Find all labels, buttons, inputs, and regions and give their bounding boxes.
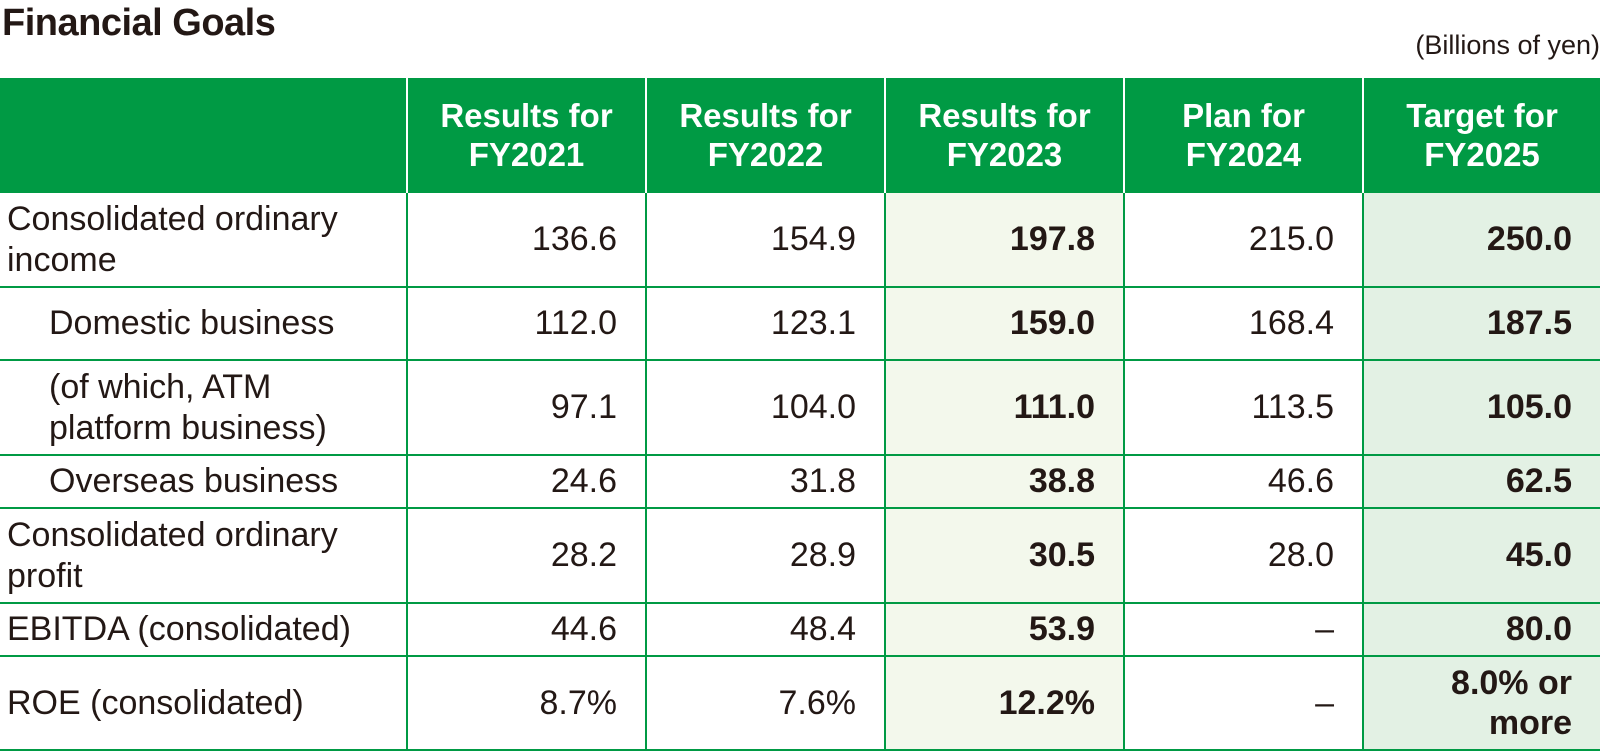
column-header-line2: FY2025: [1424, 135, 1540, 173]
unit-note: (Billions of yen): [1415, 30, 1600, 60]
table-row-overseas-business: Overseas business 24.6 31.8 38.8 46.6 62…: [0, 454, 1600, 509]
row-label: Overseas business: [0, 454, 407, 509]
column-header-fy2025: Target for FY2025: [1362, 78, 1600, 192]
header-row: Results for FY2021 Results for FY2022 Re…: [0, 78, 1600, 192]
table-row-domestic-business: Domestic business 112.0 123.1 159.0 168.…: [0, 286, 1600, 361]
column-header-line2: FY2022: [707, 135, 824, 173]
value-cell-fy2021: 24.6: [406, 454, 646, 509]
value-cell-fy2024: –: [1123, 655, 1363, 751]
value-cell-fy2024: 28.0: [1123, 507, 1363, 604]
table-row-consolidated-ordinary-profit: Consolidated ordinary profit 28.2 28.9 3…: [0, 507, 1600, 604]
value-cell-fy2023: 12.2%: [884, 655, 1124, 751]
row-label: Domestic business: [0, 286, 407, 361]
value-cell-fy2023: 38.8: [884, 454, 1124, 509]
value-cell-fy2025: 80.0: [1362, 602, 1600, 657]
value-cell-fy2025: 45.0: [1362, 507, 1600, 604]
row-label: ROE (consolidated): [0, 655, 407, 751]
target-line2: more: [1488, 704, 1572, 742]
value-cell-fy2025: 8.0% or more: [1362, 655, 1600, 751]
target-line1: 8.0% or: [1451, 664, 1572, 702]
row-label: (of which, ATM platform business): [0, 359, 407, 456]
value-cell-fy2024: –: [1123, 602, 1363, 657]
column-header-line1: Results for: [918, 96, 1091, 134]
table-row-consolidated-ordinary-income: Consolidated ordinary income 136.6 154.9…: [0, 191, 1600, 288]
value-cell-fy2024: 46.6: [1123, 454, 1363, 509]
value-cell-fy2022: 104.0: [645, 359, 885, 456]
value-cell-fy2022: 7.6%: [645, 655, 885, 751]
table-row-ebitda: EBITDA (consolidated) 44.6 48.4 53.9 – 8…: [0, 602, 1600, 657]
column-header-line1: Results for: [679, 96, 852, 134]
value-cell-fy2021: 97.1: [406, 359, 646, 456]
column-header-fy2022: Results for FY2022: [645, 78, 885, 192]
header-corner-cell: [0, 78, 407, 192]
value-cell-fy2023: 53.9: [884, 602, 1124, 657]
value-cell-fy2023: 111.0: [884, 359, 1124, 456]
value-cell-fy2022: 48.4: [645, 602, 885, 657]
column-header-line1: Plan for: [1182, 96, 1305, 134]
column-header-fy2024: Plan for FY2024: [1123, 78, 1363, 192]
value-cell-fy2024: 113.5: [1123, 359, 1363, 456]
value-cell-fy2021: 136.6: [406, 191, 646, 288]
column-header-line2: FY2021: [468, 135, 585, 173]
page-title: Financial Goals: [2, 2, 276, 44]
value-cell-fy2023: 159.0: [884, 286, 1124, 361]
column-header-line1: Results for: [440, 96, 613, 134]
value-cell-fy2023: 197.8: [884, 191, 1124, 288]
value-cell-fy2022: 154.9: [645, 191, 885, 288]
value-cell-fy2021: 8.7%: [406, 655, 646, 751]
row-label: Consolidated ordinary profit: [0, 507, 407, 604]
column-header-line2: FY2023: [946, 135, 1063, 173]
value-cell-fy2025: 250.0: [1362, 191, 1600, 288]
table-row-atm-platform-business: (of which, ATM platform business) 97.1 1…: [0, 359, 1600, 456]
value-cell-fy2024: 215.0: [1123, 191, 1363, 288]
value-cell-fy2023: 30.5: [884, 507, 1124, 604]
column-header-line2: FY2024: [1185, 135, 1302, 173]
value-cell-fy2025: 62.5: [1362, 454, 1600, 509]
value-cell-fy2025: 187.5: [1362, 286, 1600, 361]
row-label: Consolidated ordinary income: [0, 191, 407, 288]
value-cell-fy2022: 31.8: [645, 454, 885, 509]
value-cell-fy2024: 168.4: [1123, 286, 1363, 361]
table-row-roe: ROE (consolidated) 8.7% 7.6% 12.2% – 8.0…: [0, 655, 1600, 751]
column-header-fy2023: Results for FY2023: [884, 78, 1124, 192]
column-header-line1: Target for: [1406, 96, 1558, 134]
value-cell-fy2021: 112.0: [406, 286, 646, 361]
financial-goals-table: Results for FY2021 Results for FY2022 Re…: [0, 78, 1600, 751]
value-cell-fy2022: 28.9: [645, 507, 885, 604]
value-cell-fy2025: 105.0: [1362, 359, 1600, 456]
column-header-fy2021: Results for FY2021: [406, 78, 646, 192]
value-cell-fy2021: 28.2: [406, 507, 646, 604]
row-label: EBITDA (consolidated): [0, 602, 407, 657]
value-cell-fy2022: 123.1: [645, 286, 885, 361]
value-cell-fy2021: 44.6: [406, 602, 646, 657]
